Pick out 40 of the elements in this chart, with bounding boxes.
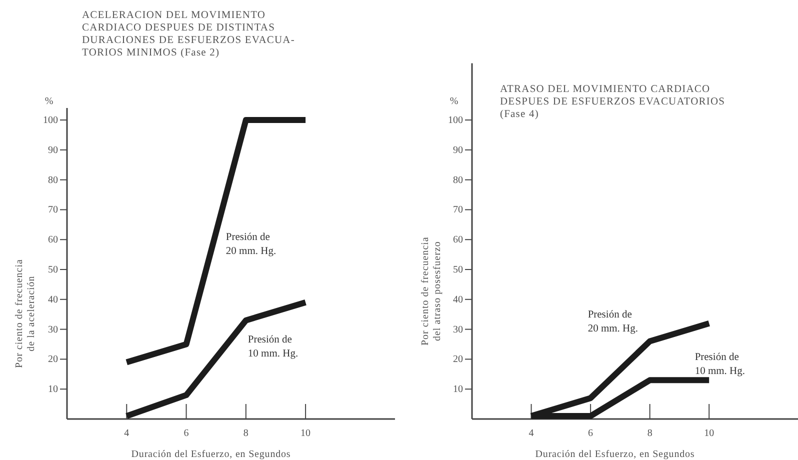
y-tick-label: 10 bbox=[453, 384, 463, 396]
y-tick-label: 50 bbox=[453, 264, 463, 276]
y-tick-label: 40 bbox=[48, 294, 58, 306]
y-tick-label: 50 bbox=[48, 264, 58, 276]
x-axis-title: Duración del Esfuerzo, en Segundos bbox=[535, 449, 695, 460]
y-tick-label: 70 bbox=[453, 204, 463, 216]
y-tick-label: 40 bbox=[453, 294, 463, 306]
y-tick-label: 30 bbox=[453, 324, 463, 336]
y-axis-title: Por ciento de frecuencia del atraso posesfuerzo bbox=[420, 236, 443, 346]
text: % bbox=[450, 96, 458, 107]
series-label: Presión de 10 mm. Hg. bbox=[248, 334, 298, 360]
x-tick-label: 6 bbox=[184, 428, 189, 439]
x-tick-label: 10 bbox=[300, 428, 311, 439]
text: ATRASO DEL MOVIMIENTO CARDIACO DESPUES DE ESFUERZOS EVACUATORIOS (Fase 4) bbox=[500, 84, 726, 120]
y-tick-label: 80 bbox=[48, 174, 58, 186]
y-tick-label: 90 bbox=[453, 144, 463, 156]
y-tick-label: 80 bbox=[453, 174, 463, 186]
x-tick-label: 8 bbox=[243, 428, 248, 439]
y-tick-label: 20 bbox=[453, 354, 463, 366]
x-tick-label: 6 bbox=[588, 428, 594, 439]
series-label: Presión de 20 mm. Hg. bbox=[226, 232, 276, 257]
y-tick-label: 70 bbox=[48, 204, 58, 216]
y-tick-label: 90 bbox=[48, 144, 58, 156]
y-tick-label: 30 bbox=[48, 324, 58, 336]
x-tick-label: 4 bbox=[124, 428, 130, 439]
y-tick-label: 60 bbox=[48, 234, 58, 246]
y-tick-label: 60 bbox=[453, 234, 463, 246]
x-tick-label: 10 bbox=[704, 428, 714, 439]
x-tick-label: 4 bbox=[528, 428, 534, 439]
y-axis-title: Por ciento de frecuencia de la aceleración bbox=[14, 259, 37, 368]
x-axis-title: Duración del Esfuerzo, en Segundos bbox=[131, 449, 291, 460]
y-tick-label: 20 bbox=[48, 354, 58, 366]
chart-title: ACELERACION DEL MOVIMIENTO CARDIACO DESPUES DE DISTINTAS DURACIONES DE ESFUERZOS EVACUA- TORIOS MINIMOS (Fase 2) bbox=[82, 10, 295, 58]
text: % bbox=[44, 96, 54, 107]
y-tick-label: 10 bbox=[48, 384, 58, 396]
x-tick-label: 8 bbox=[647, 428, 652, 439]
y-tick-label: 100 bbox=[448, 115, 463, 126]
series-label: Presión de 10 mm. Hg. bbox=[694, 352, 745, 378]
series-label: Presión de 20 mm. Hg. bbox=[588, 309, 638, 334]
y-tick-label: 100 bbox=[43, 115, 58, 126]
